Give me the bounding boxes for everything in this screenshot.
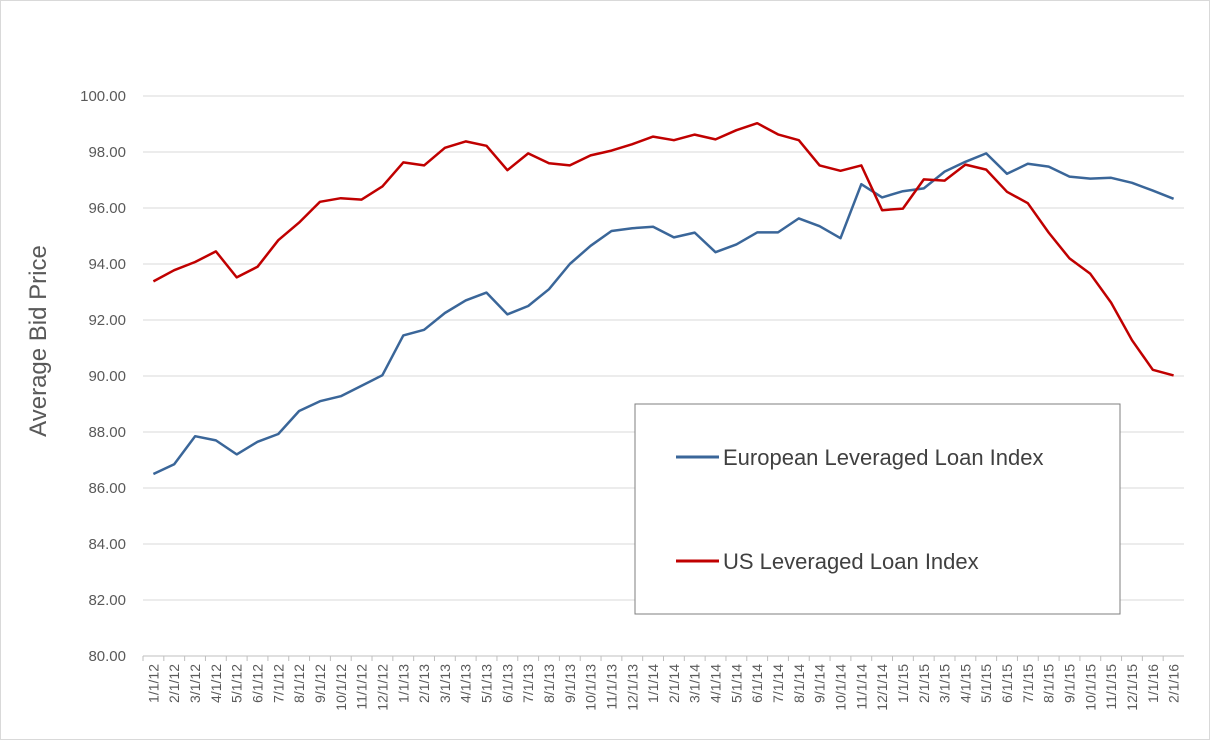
x-tick-label: 3/1/12 bbox=[187, 664, 203, 703]
y-tick-label: 94.00 bbox=[88, 256, 126, 273]
x-tick-label: 6/1/15 bbox=[999, 664, 1015, 703]
x-tick-label: 4/1/14 bbox=[708, 664, 724, 703]
series-lines bbox=[152, 121, 1175, 476]
x-tick-label: 10/1/13 bbox=[583, 664, 599, 711]
y-tick-label: 96.00 bbox=[88, 200, 126, 217]
x-tick-label: 1/1/12 bbox=[145, 664, 161, 703]
x-tick-label: 2/1/16 bbox=[1166, 664, 1182, 703]
y-axis-label: Average Bid Price bbox=[25, 245, 52, 437]
x-tick-label: 11/1/14 bbox=[853, 664, 869, 710]
x-tick-label: 3/1/14 bbox=[687, 664, 703, 703]
x-tick-label: 12/1/13 bbox=[624, 664, 640, 711]
x-tick-label: 1/1/16 bbox=[1145, 664, 1161, 703]
x-tick-label: 5/1/15 bbox=[978, 664, 994, 703]
x-tick-label: 12/1/15 bbox=[1124, 664, 1140, 711]
x-tick-label: 8/1/13 bbox=[541, 664, 557, 703]
y-tick-label: 82.00 bbox=[88, 592, 126, 609]
x-tick-label: 5/1/13 bbox=[479, 664, 495, 703]
x-tick-label: 10/1/14 bbox=[832, 664, 848, 711]
x-tick-label: 6/1/14 bbox=[749, 664, 765, 703]
x-tick-label: 11/1/12 bbox=[354, 664, 370, 710]
x-tick-label: 3/1/15 bbox=[937, 664, 953, 703]
x-tick-label: 8/1/14 bbox=[791, 664, 807, 703]
y-tick-label: 86.00 bbox=[88, 480, 126, 497]
y-tick-label: 80.00 bbox=[88, 648, 126, 665]
x-tick-label: 9/1/14 bbox=[812, 664, 828, 703]
y-tick-label: 90.00 bbox=[88, 368, 126, 385]
x-tick-label: 7/1/12 bbox=[270, 664, 286, 703]
x-tick-label: 6/1/12 bbox=[250, 664, 266, 703]
x-tick-label: 4/1/15 bbox=[957, 664, 973, 703]
x-tick-label: 5/1/14 bbox=[728, 664, 744, 703]
y-tick-label: 100.00 bbox=[80, 88, 126, 105]
x-tick-label: 11/1/13 bbox=[603, 664, 619, 710]
x-tick-label: 1/1/14 bbox=[645, 664, 661, 703]
x-tick-label: 10/1/12 bbox=[333, 664, 349, 711]
x-tick-label: 4/1/13 bbox=[458, 664, 474, 703]
x-tick-label: 11/1/15 bbox=[1103, 664, 1119, 710]
x-axis-ticks: 1/1/12 2/1/12 3/1/12 4/1/12 5/1/12 6/1/12 7/1/… bbox=[142, 656, 1182, 711]
x-tick-label: 7/1/13 bbox=[520, 664, 536, 703]
legend-label-european: European Leveraged Loan Index bbox=[723, 445, 1043, 470]
y-tick-label: 92.00 bbox=[88, 312, 126, 329]
x-tick-label: 1/1/15 bbox=[895, 664, 911, 703]
x-tick-label: 4/1/12 bbox=[208, 664, 224, 703]
x-tick-label: 12/1/14 bbox=[874, 664, 890, 711]
series-line-european bbox=[152, 152, 1175, 476]
x-tick-label: 8/1/12 bbox=[291, 664, 307, 703]
y-tick-label: 84.00 bbox=[88, 536, 126, 553]
x-tick-label: 7/1/14 bbox=[770, 664, 786, 703]
x-tick-label: 10/1/15 bbox=[1082, 664, 1098, 711]
x-tick-label: 1/1/13 bbox=[395, 664, 411, 703]
x-tick-label: 8/1/15 bbox=[1041, 664, 1057, 703]
x-tick-label: 9/1/13 bbox=[562, 664, 578, 703]
legend: European Leveraged Loan Index US Leverag… bbox=[634, 403, 1121, 615]
y-axis-ticks: 80.00 82.00 84.00 86.00 88.00 90.00 92.00 94.00… bbox=[80, 88, 126, 665]
legend-label-us: US Leveraged Loan Index bbox=[723, 549, 979, 574]
x-tick-label: 9/1/15 bbox=[1061, 664, 1077, 703]
legend-box bbox=[634, 403, 1121, 615]
x-tick-label: 3/1/13 bbox=[437, 664, 453, 703]
y-tick-label: 88.00 bbox=[88, 424, 126, 441]
x-tick-label: 5/1/12 bbox=[229, 664, 245, 703]
x-tick-label: 2/1/15 bbox=[916, 664, 932, 703]
x-tick-label: 2/1/14 bbox=[666, 664, 682, 703]
x-tick-label: 2/1/12 bbox=[166, 664, 182, 703]
x-tick-label: 12/1/12 bbox=[374, 664, 390, 711]
x-tick-label: 7/1/15 bbox=[1020, 664, 1036, 703]
x-tick-label: 6/1/13 bbox=[499, 664, 515, 703]
x-tick-label: 9/1/12 bbox=[312, 664, 328, 703]
series-line-us bbox=[152, 121, 1174, 377]
y-tick-label: 98.00 bbox=[88, 144, 126, 161]
x-tick-label: 2/1/13 bbox=[416, 664, 432, 703]
